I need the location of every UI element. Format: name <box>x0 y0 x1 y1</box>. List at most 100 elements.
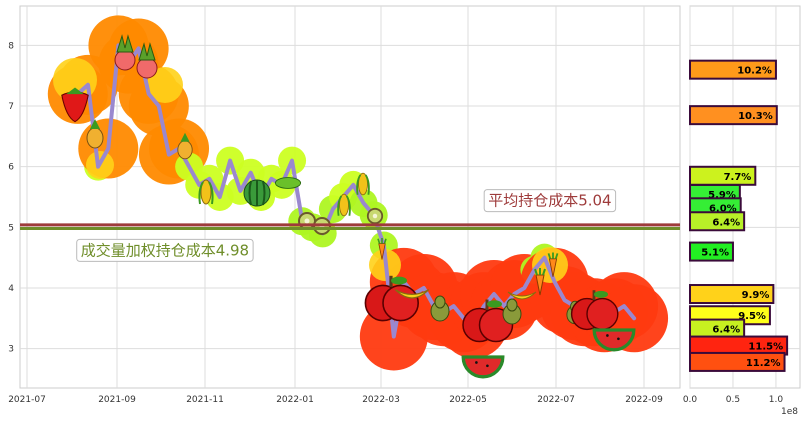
y-tick-label: 8 <box>8 41 14 51</box>
tick-labels: 2021-07 2021-09 2021-11 2022-01 2022-03 2022-… <box>8 41 798 417</box>
bar-label: 9.9% <box>742 290 770 301</box>
bar-label: 6.0% <box>709 203 737 214</box>
radish-leaves <box>116 34 134 53</box>
distribution-bar <box>689 211 746 232</box>
y-tick-label: 4 <box>8 284 14 294</box>
bar-x-tick-label: 0.0 <box>683 395 698 405</box>
annotation-box <box>76 238 254 262</box>
corn-body <box>339 193 349 217</box>
bar-x-scale-label: 1e8 <box>781 407 798 417</box>
corn-husk <box>356 174 370 195</box>
distribution-bar <box>689 351 786 372</box>
carrot-icon <box>534 268 546 296</box>
x-tick-label: 2021-09 <box>98 395 136 405</box>
watermelon-icon <box>592 328 636 352</box>
apple-leaf <box>391 276 407 285</box>
banana-body <box>394 289 430 299</box>
melon-icon <box>243 179 271 207</box>
banana-body <box>507 291 537 300</box>
pear-icon <box>430 295 450 322</box>
y-tick-label: 5 <box>8 223 14 233</box>
pineapple-top <box>90 119 100 129</box>
radish-leaves <box>138 42 156 61</box>
watermelon-seed <box>617 337 620 341</box>
carrot-top <box>377 237 387 244</box>
pear-top <box>506 298 518 312</box>
price-line <box>75 43 637 339</box>
watermelon-slice <box>461 355 505 379</box>
bar-x-tick-label: 0.5 <box>726 395 740 405</box>
bar-x-tick-label: 1.0 <box>769 395 784 405</box>
apple-body <box>382 284 420 322</box>
strawberry-leaves <box>66 87 84 95</box>
bar-label: 11.5% <box>748 342 783 353</box>
apple-leaf <box>487 300 502 308</box>
pea-icon <box>274 177 302 189</box>
kiwi-icon <box>298 212 316 230</box>
corn-icon <box>337 193 351 217</box>
annotation-label: 成交量加权持仓成本4.98 <box>81 241 249 259</box>
apple-icon <box>570 290 619 331</box>
watermelon-seed <box>606 334 609 337</box>
apple-stem <box>389 275 393 287</box>
banana-icon <box>394 289 430 299</box>
pineapple-top <box>180 132 190 142</box>
fruit-decorations <box>61 34 636 379</box>
bar-label: 6.4% <box>712 217 740 228</box>
x-tick-label: 2022-05 <box>449 395 487 405</box>
pear-icon <box>502 298 522 325</box>
carrot-icon <box>377 237 387 260</box>
bar-label: 11.2% <box>746 358 781 369</box>
watermelon-seed <box>486 364 489 368</box>
bar-label: 9.5% <box>738 311 766 322</box>
distribution-bar <box>689 241 734 262</box>
pea-pod <box>274 177 302 189</box>
price-line-group <box>75 43 637 339</box>
apple-stem <box>485 299 489 310</box>
apple-leaf <box>594 290 608 298</box>
y-tick-label: 7 <box>8 102 14 112</box>
glow-blob <box>53 58 97 102</box>
melon-stripes <box>248 180 266 206</box>
x-tick-label: 2022-03 <box>362 395 400 405</box>
carrot-top <box>547 252 559 260</box>
pear-top <box>434 295 446 309</box>
annotations: 平均持仓成本5.04 成交量加权持仓成本4.98 <box>76 189 617 262</box>
cost-lines <box>20 223 680 231</box>
strawberry-icon <box>61 87 89 123</box>
apple-stem <box>592 290 596 300</box>
bar-label: 7.7% <box>724 172 752 183</box>
radish-body <box>114 49 136 71</box>
radish-body <box>136 57 158 79</box>
watermelon-icon <box>461 355 505 379</box>
bar-label: 6.4% <box>712 325 740 336</box>
distribution-bar <box>689 105 778 126</box>
kiwi-core <box>372 213 378 219</box>
pineapple-icon <box>86 119 104 149</box>
apple-body <box>586 297 619 331</box>
annotation-label: 平均持仓成本5.04 <box>488 192 611 210</box>
bar-label: 10.2% <box>737 66 772 77</box>
x-tick-label: 2021-07 <box>8 395 46 405</box>
bar-label: 5.1% <box>701 248 729 259</box>
watermelon-seed <box>475 361 478 364</box>
x-tick-label: 2021-11 <box>186 395 224 405</box>
bar-label: 10.3% <box>738 111 773 122</box>
annotation-box <box>483 189 617 213</box>
y-tick-label: 6 <box>8 163 14 173</box>
x-tick-label: 2022-09 <box>625 395 663 405</box>
banana-icon <box>507 291 537 300</box>
pineapple-icon <box>177 132 193 160</box>
corn-icon <box>198 179 214 205</box>
x-tick-label: 2022-07 <box>537 395 575 405</box>
radish-icon <box>136 42 158 79</box>
distribution-bar <box>689 59 777 80</box>
radish-icon <box>114 34 136 71</box>
carrot-icon <box>547 252 559 277</box>
watermelon-slice <box>592 328 636 352</box>
pineapple-body <box>86 127 104 149</box>
corn-husk <box>337 195 351 216</box>
corn-body <box>200 179 212 205</box>
